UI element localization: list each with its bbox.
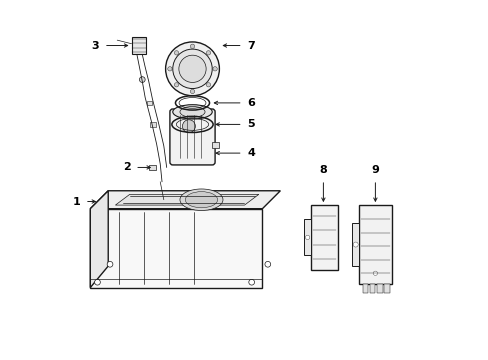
Text: 1: 1 [73, 197, 81, 207]
Circle shape [206, 83, 210, 87]
Bar [304, 220, 310, 255]
Circle shape [94, 279, 100, 285]
Bar [148, 165, 156, 170]
Text: 6: 6 [246, 98, 254, 108]
Circle shape [139, 77, 145, 82]
Ellipse shape [180, 189, 223, 211]
Text: 9: 9 [371, 165, 379, 175]
Bar [212, 142, 219, 148]
Polygon shape [90, 191, 280, 209]
Circle shape [212, 67, 217, 71]
Polygon shape [115, 194, 258, 205]
Text: 7: 7 [246, 41, 254, 50]
FancyBboxPatch shape [169, 109, 215, 165]
Ellipse shape [180, 107, 204, 117]
Circle shape [190, 44, 194, 48]
Circle shape [372, 271, 377, 275]
Circle shape [352, 242, 357, 247]
Polygon shape [90, 209, 262, 288]
Circle shape [165, 42, 219, 96]
Ellipse shape [172, 105, 212, 119]
Bar [146, 101, 152, 105]
Text: 8: 8 [319, 165, 326, 175]
Text: 4: 4 [246, 148, 254, 158]
Circle shape [190, 89, 194, 94]
Text: 2: 2 [122, 162, 130, 172]
Bar [362, 284, 367, 293]
Circle shape [174, 51, 178, 55]
Circle shape [167, 67, 172, 71]
Circle shape [264, 261, 270, 267]
Bar [359, 205, 391, 284]
Circle shape [179, 55, 206, 82]
Polygon shape [90, 191, 108, 288]
Circle shape [107, 261, 113, 267]
Bar [376, 284, 382, 293]
Circle shape [174, 83, 178, 87]
Bar [369, 284, 375, 293]
Polygon shape [131, 37, 145, 54]
Circle shape [172, 49, 212, 89]
Bar [384, 284, 389, 293]
Text: 5: 5 [246, 120, 254, 129]
Text: 3: 3 [91, 41, 99, 50]
Ellipse shape [185, 192, 217, 208]
Bar [310, 205, 337, 270]
Circle shape [305, 235, 309, 239]
Circle shape [206, 51, 210, 55]
Bar [150, 122, 156, 127]
Circle shape [248, 279, 254, 285]
Bar [351, 223, 359, 266]
Circle shape [182, 120, 195, 133]
